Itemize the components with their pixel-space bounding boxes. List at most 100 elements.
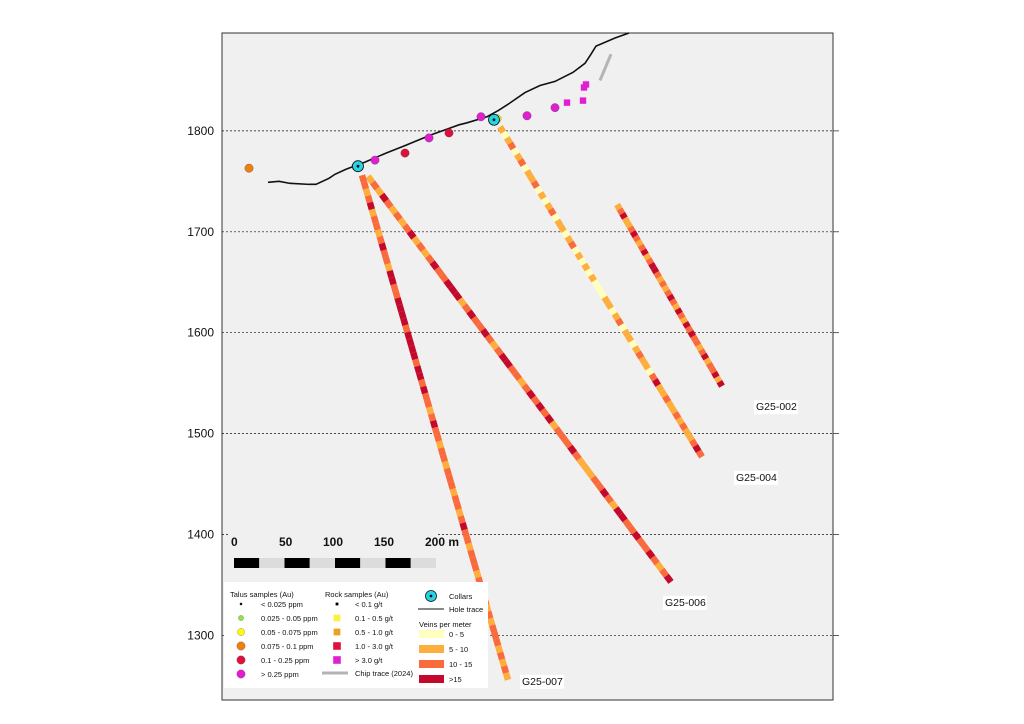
legend-talus-label-5: > 0.25 ppm <box>261 670 299 679</box>
vein-segment-g25-002-22 <box>671 302 681 311</box>
vein-segment-g25-002-13 <box>648 261 657 270</box>
vein-segment-g25-007-73 <box>502 672 512 681</box>
vein-segment-g25-007-12 <box>382 256 391 265</box>
vein-segment-g25-006-7 <box>397 217 408 228</box>
hole-label-g25-007: G25-007 <box>522 676 563 688</box>
vein-segment-g25-007-43 <box>443 467 452 477</box>
vein-segment-g25-002-37 <box>711 370 720 379</box>
legend-talus-label-0: < 0.025 ppm <box>261 600 303 609</box>
vein-segment-g25-006-44 <box>567 444 578 455</box>
vein-segment-g25-002-3 <box>622 216 631 225</box>
vein-segment-g25-004-18 <box>557 224 567 234</box>
vein-segment-g25-004-1 <box>500 130 510 140</box>
talus-sample-9 <box>550 103 560 113</box>
scale-segment-3 <box>309 558 335 568</box>
vein-segment-g25-007-47 <box>451 494 460 504</box>
vein-segment-g25-004-57 <box>689 438 699 448</box>
vein-segment-g25-002-34 <box>703 357 712 366</box>
talus-sample-5 <box>444 128 454 138</box>
vein-segment-g25-006-25 <box>480 327 490 339</box>
vein-segment-g25-004-19 <box>561 229 571 239</box>
legend: Talus samples (Au) < 0.025 ppm 0.025 - 0.… <box>224 582 488 688</box>
legend-vein-label-2: 10 - 15 <box>449 660 472 669</box>
vein-segment-g25-007-25 <box>408 344 417 354</box>
vein-segment-g25-004-35 <box>615 317 624 327</box>
vein-segment-g25-004-47 <box>655 383 665 393</box>
vein-segment-g25-007-19 <box>396 303 405 313</box>
vein-segment-g25-007-54 <box>465 542 474 552</box>
scale-segment-4 <box>335 558 361 568</box>
legend-collars-label: Collars <box>449 592 473 601</box>
hole-label-g25-004: G25-004 <box>736 472 777 484</box>
y-tick-label-1800: 1800 <box>187 124 214 138</box>
vein-segment-g25-006-23 <box>470 315 481 326</box>
vein-segment-g25-007-21 <box>400 317 409 327</box>
vein-segment-g25-006-60 <box>640 543 651 554</box>
vein-segment-g25-004-37 <box>621 328 631 338</box>
legend-talus-title: Talus samples (Au) <box>230 590 294 599</box>
hole-label-bg-g25-002 <box>754 400 798 415</box>
vein-segment-g25-006-63 <box>654 561 665 572</box>
vein-segment-g25-006-62 <box>650 555 660 566</box>
vein-segment-g25-004-34 <box>611 312 621 322</box>
vein-segment-g25-004-59 <box>695 449 705 459</box>
vein-segment-g25-004-16 <box>551 213 561 223</box>
legend-rock-label-2: 0.5 - 1.0 g/t <box>355 628 394 637</box>
legend-vein-swatch-0 <box>419 630 444 638</box>
legend-talus-swatch-5 <box>236 669 246 679</box>
vein-segment-g25-004-50 <box>665 400 675 410</box>
vein-segment-g25-006-20 <box>457 297 468 308</box>
vein-segment-g25-004-41 <box>635 350 645 360</box>
scale-segment-2 <box>284 558 310 568</box>
vein-segment-g25-007-3 <box>364 194 374 204</box>
vein-segment-g25-007-9 <box>376 235 385 245</box>
vein-segment-g25-007-49 <box>455 508 464 518</box>
vein-segment-g25-007-68 <box>493 638 502 647</box>
vein-segment-g25-002-17 <box>658 280 668 288</box>
vein-segment-g25-002-11 <box>643 252 652 261</box>
legend-vein-label-1: 5 - 10 <box>449 645 468 654</box>
hole-label-bg-g25-007 <box>520 674 564 689</box>
vein-segment-g25-006-59 <box>636 536 647 548</box>
vein-segment-g25-007-2 <box>362 188 372 197</box>
scale-segment-1 <box>259 558 285 568</box>
vein-segment-g25-006-12 <box>420 248 431 259</box>
y-tick-label-1400: 1400 <box>187 528 214 542</box>
vein-segment-g25-007-70 <box>496 651 506 661</box>
vein-segment-g25-006-37 <box>535 401 546 412</box>
vein-segment-g25-007-38 <box>433 433 443 443</box>
legend-vein-label-0: 0 - 5 <box>449 630 464 639</box>
vein-segment-g25-002-39 <box>716 380 725 388</box>
hole-label-g25-006: G25-006 <box>665 597 706 609</box>
vein-segment-g25-006-16 <box>438 272 449 283</box>
vein-segment-g25-007-11 <box>380 249 389 259</box>
legend-vein-label-3: >15 <box>449 675 462 684</box>
vein-segment-g25-002-24 <box>677 311 686 320</box>
vein-segment-g25-006-2 <box>374 186 385 197</box>
collar-dot-1 <box>492 118 496 122</box>
vein-segment-g25-002-21 <box>669 298 678 307</box>
vein-segment-g25-007-1 <box>360 181 370 190</box>
vein-segment-g25-006-34 <box>521 383 532 394</box>
vein-segment-g25-006-11 <box>415 241 426 252</box>
vein-segment-g25-002-19 <box>664 289 673 297</box>
legend-hole-trace-label: Hole trace <box>449 605 483 614</box>
talus-sample-3 <box>400 148 410 158</box>
vein-segment-g25-007-35 <box>427 413 437 422</box>
scale-segment-0 <box>234 558 260 568</box>
vein-segment-g25-006-48 <box>585 469 596 480</box>
vein-segment-g25-004-3 <box>507 141 517 151</box>
vein-segment-g25-004-10 <box>530 180 540 190</box>
hole-label-g25-002: G25-002 <box>756 401 797 413</box>
scale-segment-5 <box>360 558 386 568</box>
vein-segment-g25-006-9 <box>406 229 417 240</box>
vein-segment-g25-006-27 <box>489 340 500 351</box>
vein-segment-g25-006-6 <box>392 211 403 222</box>
vein-segment-g25-006-22 <box>466 309 477 320</box>
vein-segment-g25-006-32 <box>512 371 523 382</box>
vein-segment-g25-006-31 <box>507 364 518 375</box>
legend-talus-swatch-1 <box>238 615 244 621</box>
vein-segment-g25-004-2 <box>503 136 513 146</box>
rock-sample-1 <box>579 97 587 104</box>
vein-segment-g25-006-3 <box>379 192 389 203</box>
